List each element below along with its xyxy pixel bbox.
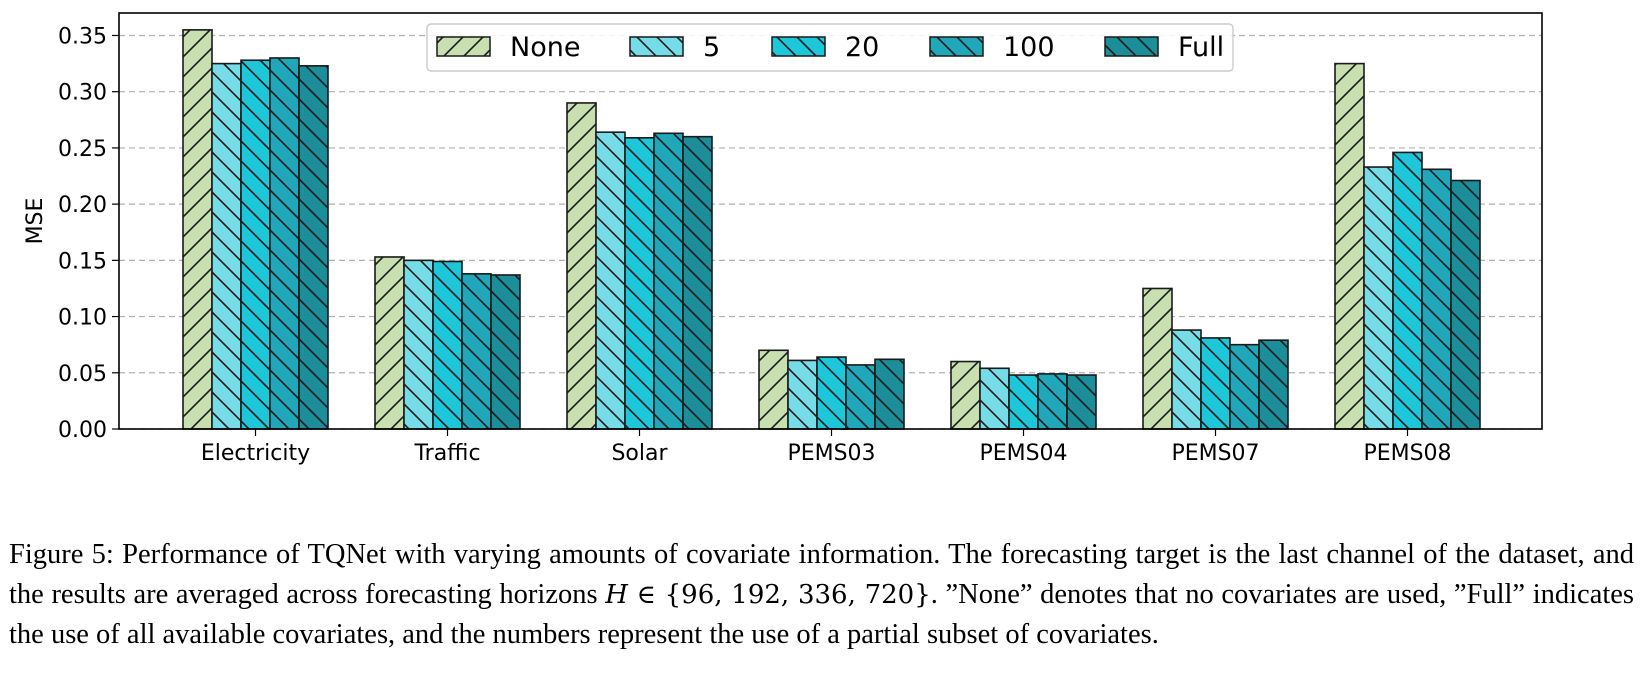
legend-label: Full	[1178, 32, 1224, 63]
caption-suffix: . ”None” denotes that no covariates are …	[9, 579, 1634, 650]
bar-pems04-100	[1037, 373, 1068, 430]
x-tick-label: PEMS04	[979, 441, 1067, 466]
tick-labels: 0.00 0.05 0.10 0.15 0.20 0.25 0.30 0.35 Electric…	[58, 24, 1452, 466]
legend-box	[426, 23, 1234, 72]
bar-electricity-20	[240, 59, 271, 430]
y-tick-label: 0.35	[58, 24, 107, 49]
bar-chart: 0.00 0.05 0.10 0.15 0.20 0.25 0.30 0.35 Electric…	[23, 12, 1543, 466]
bar-pems08-full	[1450, 179, 1481, 430]
legend-swatch	[629, 36, 684, 57]
bar-pems07-100	[1229, 343, 1260, 430]
bar-traffic-20	[432, 260, 463, 430]
bar-pems07-5	[1171, 329, 1202, 430]
legend-label: 5	[703, 32, 720, 63]
bar-pems08-100	[1421, 168, 1452, 430]
x-tick-label: PEMS08	[1363, 441, 1451, 466]
bar-solar-none	[566, 102, 597, 430]
bar-traffic-none	[374, 256, 405, 430]
bar-electricity-full	[298, 65, 329, 430]
legend-label: 100	[1003, 32, 1055, 63]
bar-pems03-5	[787, 359, 818, 430]
bar-traffic-5	[403, 259, 434, 430]
y-tick-label: 0.20	[58, 193, 107, 218]
bars	[182, 29, 1481, 430]
y-tick-label: 0.05	[58, 362, 107, 387]
bar-pems08-none	[1334, 62, 1365, 430]
caption-math: H ∈ {96, 192, 336, 720}	[605, 580, 931, 610]
bar-pems04-none	[950, 360, 981, 430]
bar-pems07-none	[1142, 287, 1173, 430]
y-tick-label: 0.00	[58, 418, 107, 443]
legend: None 5 20 100 Full	[426, 23, 1234, 72]
caption-math-var: H	[605, 580, 628, 610]
bar-solar-20	[624, 137, 655, 430]
bar-solar-100	[653, 132, 684, 430]
x-tick-label: Solar	[611, 441, 668, 466]
y-axis-label: MSE	[23, 198, 48, 245]
bar-traffic-100	[461, 273, 492, 430]
plot-frame	[118, 12, 1543, 430]
bar-pems04-5	[979, 367, 1010, 430]
legend-swatch	[436, 36, 491, 57]
bar-electricity-5	[211, 62, 242, 430]
legend-swatch	[771, 36, 826, 57]
x-tick-label: PEMS03	[787, 441, 875, 466]
y-tick-label: 0.10	[58, 306, 107, 331]
bar-pems03-100	[845, 364, 876, 430]
legend-label: 20	[845, 32, 879, 63]
bar-pems03-full	[874, 358, 905, 430]
legend-swatch	[1104, 36, 1159, 57]
bar-pems07-full	[1258, 339, 1289, 430]
caption-math-set: ∈ {96, 192, 336, 720}	[627, 580, 931, 610]
bar-traffic-full	[490, 274, 521, 430]
bar-pems08-5	[1363, 166, 1394, 430]
bar-solar-full	[682, 135, 713, 430]
bar-solar-5	[595, 131, 626, 430]
bar-pems07-20	[1200, 337, 1231, 430]
bar-electricity-none	[182, 29, 213, 430]
y-tick-label: 0.30	[58, 81, 107, 106]
bar-pems03-20	[816, 356, 847, 430]
bar-pems03-none	[758, 349, 789, 430]
y-tick-label: 0.25	[58, 137, 107, 162]
caption-prefix: Figure 5: Performance of TQNet with vary…	[9, 539, 1634, 610]
axes	[118, 12, 1543, 430]
y-tick-label: 0.15	[58, 249, 107, 274]
x-tick-label: Traffic	[413, 441, 480, 466]
legend-label: None	[510, 32, 580, 63]
bar-pems08-20	[1392, 151, 1423, 430]
bar-pems04-20	[1008, 374, 1039, 430]
x-tick-label: Electricity	[201, 441, 310, 466]
bar-electricity-100	[269, 57, 300, 430]
bar-pems04-full	[1066, 374, 1097, 430]
figure-caption: Figure 5: Performance of TQNet with vary…	[9, 535, 1634, 655]
x-tick-label: PEMS07	[1171, 441, 1259, 466]
legend-swatch	[929, 36, 984, 57]
